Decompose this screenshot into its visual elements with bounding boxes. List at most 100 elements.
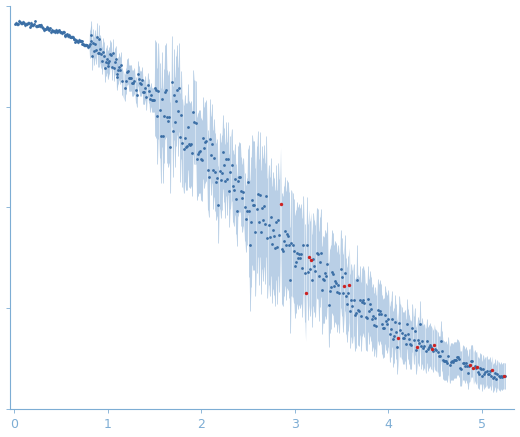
Point: [230, 176, 239, 183]
Point: [75, 37, 84, 44]
Point: [368, 316, 376, 323]
Point: [321, 269, 329, 276]
Point: [218, 149, 227, 156]
Point: [296, 255, 304, 262]
Point: [144, 82, 152, 89]
Point: [362, 315, 371, 322]
Point: [497, 372, 505, 379]
Point: [422, 338, 431, 345]
Point: [289, 242, 297, 249]
Point: [482, 369, 490, 376]
Point: [239, 189, 248, 196]
Point: [69, 33, 77, 40]
Point: [375, 307, 384, 314]
Point: [46, 25, 55, 32]
Point: [86, 37, 95, 44]
Point: [203, 167, 212, 174]
Point: [256, 191, 264, 198]
Point: [106, 50, 114, 57]
Point: [91, 41, 99, 48]
Point: [73, 38, 81, 45]
Point: [449, 358, 457, 365]
Point: [67, 33, 75, 40]
Point: [353, 277, 361, 284]
Point: [50, 28, 59, 35]
Point: [181, 143, 190, 150]
Point: [316, 259, 324, 266]
Point: [216, 177, 225, 184]
Point: [140, 88, 149, 95]
Point: [12, 19, 20, 26]
Point: [65, 31, 73, 38]
Point: [367, 305, 375, 312]
Point: [357, 313, 366, 320]
Point: [159, 132, 167, 139]
Point: [431, 346, 439, 353]
Point: [407, 341, 415, 348]
Point: [157, 132, 165, 139]
Point: [329, 271, 337, 277]
Point: [409, 337, 418, 344]
Point: [437, 337, 445, 344]
Point: [302, 289, 310, 296]
Point: [57, 29, 65, 36]
Point: [186, 142, 194, 149]
Point: [74, 38, 82, 45]
Point: [18, 19, 27, 26]
Point: [263, 235, 271, 242]
Point: [142, 94, 151, 101]
Point: [387, 316, 396, 323]
Point: [495, 372, 503, 379]
Point: [44, 24, 53, 31]
Point: [266, 233, 274, 240]
Point: [430, 341, 438, 348]
Point: [29, 22, 37, 29]
Point: [283, 231, 291, 238]
Point: [167, 78, 176, 85]
Point: [428, 345, 436, 352]
Point: [284, 232, 292, 239]
Point: [161, 88, 169, 95]
Point: [110, 64, 118, 71]
Point: [399, 334, 408, 341]
Point: [452, 357, 460, 364]
Point: [476, 365, 484, 372]
Point: [370, 321, 379, 328]
Point: [425, 343, 433, 350]
Point: [475, 370, 483, 377]
Point: [234, 177, 242, 184]
Point: [383, 321, 392, 328]
Point: [146, 96, 154, 103]
Point: [291, 263, 299, 270]
Point: [36, 23, 45, 30]
Point: [85, 41, 94, 48]
Point: [24, 19, 32, 26]
Point: [238, 194, 246, 201]
Point: [210, 155, 218, 162]
Point: [307, 256, 315, 263]
Point: [345, 281, 354, 288]
Point: [34, 22, 43, 29]
Point: [56, 29, 64, 36]
Point: [205, 135, 214, 142]
Point: [455, 356, 463, 363]
Point: [306, 265, 314, 272]
Point: [85, 42, 93, 49]
Point: [16, 18, 24, 25]
Point: [101, 65, 109, 72]
Point: [414, 336, 422, 343]
Point: [102, 55, 111, 62]
Point: [22, 20, 30, 27]
Point: [262, 193, 270, 200]
Point: [433, 349, 441, 356]
Point: [162, 87, 170, 94]
Point: [55, 27, 63, 34]
Point: [23, 20, 31, 27]
Point: [260, 203, 268, 210]
Point: [228, 183, 237, 190]
Point: [278, 245, 286, 252]
Point: [388, 336, 397, 343]
Point: [411, 347, 420, 354]
Point: [440, 357, 448, 364]
Point: [48, 26, 56, 33]
